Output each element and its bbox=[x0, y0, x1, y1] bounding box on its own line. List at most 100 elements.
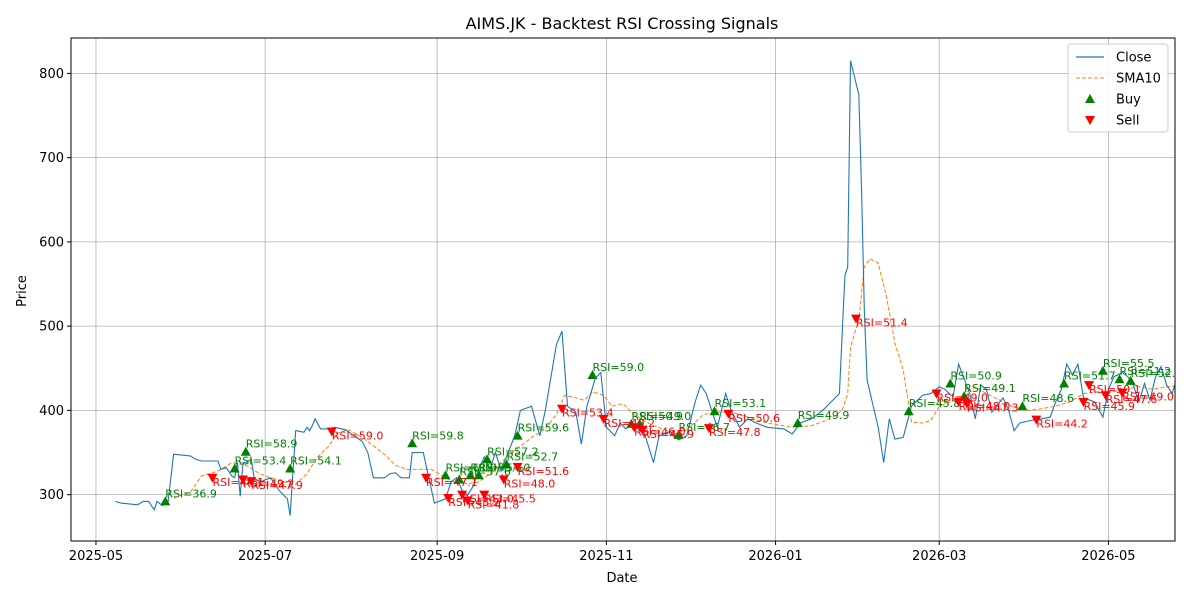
grid-lines bbox=[71, 38, 1175, 541]
buy-annotation: RSI=59.6 bbox=[518, 422, 570, 435]
buy-marker bbox=[501, 459, 512, 469]
y-tick-label: 500 bbox=[39, 320, 64, 335]
x-tick-label: 2025-07 bbox=[238, 549, 292, 564]
buy-annotation: RSI=49.0 bbox=[640, 410, 692, 423]
buy-marker bbox=[407, 438, 418, 448]
legend-label-sma: SMA10 bbox=[1116, 72, 1161, 87]
sell-annotation: RSI=45.5 bbox=[484, 493, 536, 506]
sell-annotation: RSI=47.8 bbox=[709, 426, 761, 439]
legend: Close SMA10 Buy Sell bbox=[1067, 43, 1169, 133]
legend-label-sell: Sell bbox=[1116, 114, 1139, 129]
buy-marker bbox=[1114, 374, 1125, 384]
sell-marker bbox=[637, 425, 648, 435]
sell-annotation: RSI=49.0 bbox=[1122, 391, 1174, 404]
buy-marker bbox=[512, 430, 523, 440]
buy-marker bbox=[945, 378, 956, 388]
buy-marker bbox=[903, 406, 914, 416]
legend-buy-swatch bbox=[1085, 94, 1095, 103]
sell-annotation: RSI=46.0 bbox=[634, 425, 686, 438]
sell-marker bbox=[479, 490, 490, 500]
sell-marker bbox=[1100, 391, 1111, 401]
buy-annotation: RSI=54.1 bbox=[290, 455, 342, 468]
sell-marker bbox=[703, 424, 714, 434]
sell-marker bbox=[237, 475, 248, 485]
sell-marker bbox=[1078, 397, 1089, 407]
sell-annotation: RSI=51.6 bbox=[518, 465, 570, 478]
buy-annotation: RSI=51.2 bbox=[1120, 365, 1172, 378]
sell-annotation: RSI=50.6 bbox=[728, 412, 780, 425]
sell-marker bbox=[598, 414, 609, 424]
buy-annotation: RSI=53.1 bbox=[715, 397, 767, 410]
legend-box bbox=[1067, 43, 1169, 133]
sell-marker bbox=[512, 462, 523, 472]
sell-annotation: RSI=41.8 bbox=[468, 499, 520, 512]
sell-annotation: RSI=47.1 bbox=[426, 476, 478, 489]
buy-marker bbox=[1125, 375, 1136, 385]
buy-marker bbox=[473, 470, 484, 480]
buy-marker bbox=[959, 391, 970, 401]
y-tick-label: 800 bbox=[39, 67, 64, 82]
buy-marker bbox=[240, 446, 251, 456]
sell-marker bbox=[723, 409, 734, 419]
buy-annotation: RSI=61.0 bbox=[445, 461, 497, 474]
sell-marker bbox=[953, 397, 964, 407]
sell-marker bbox=[931, 389, 942, 399]
buy-annotation: RSI=36.9 bbox=[165, 487, 217, 500]
sell-marker bbox=[443, 494, 454, 504]
sell-marker bbox=[556, 404, 567, 414]
buy-annotation: RSI=52.7 bbox=[506, 450, 558, 463]
buy-marker bbox=[454, 474, 465, 484]
buy-annotation: RSI=50.9 bbox=[631, 410, 683, 423]
buy-marker bbox=[482, 454, 493, 464]
sell-annotation: RSI=47.6 bbox=[1106, 393, 1158, 406]
sell-marker bbox=[1117, 388, 1128, 398]
buy-annotation: RSI=55.5 bbox=[1103, 357, 1155, 370]
legend-label-close: Close bbox=[1116, 51, 1151, 66]
y-tick-label: 700 bbox=[39, 151, 64, 166]
x-tick-label: 2025-11 bbox=[579, 549, 633, 564]
sell-marker bbox=[246, 477, 257, 487]
buy-annotation: RSI=50.9 bbox=[950, 369, 1002, 382]
buy-marker bbox=[440, 470, 451, 480]
buy-annotation: RSI=46.7 bbox=[678, 421, 730, 434]
buy-marker bbox=[229, 463, 240, 473]
sell-annotation: RSI=44.2 bbox=[1036, 418, 1088, 431]
sell-annotation: RSI=47.9 bbox=[251, 479, 303, 492]
sell-marker bbox=[498, 475, 509, 485]
axis-ticks: 2025-05 2025-07 2025-09 2025-11 2026-01 2026-… bbox=[39, 67, 1135, 564]
x-tick-label: 2025-05 bbox=[69, 549, 123, 564]
y-tick-label: 300 bbox=[39, 488, 64, 503]
sell-marker bbox=[961, 399, 972, 409]
sell-annotation: RSI=51.4 bbox=[856, 317, 908, 330]
buy-marker bbox=[160, 496, 171, 506]
sell-marker bbox=[1084, 381, 1095, 391]
buy-annotation: RSI=59.0 bbox=[592, 361, 644, 374]
plot-frame bbox=[70, 37, 1176, 542]
plot-area: RSI=36.9 RSI=53.4 RSI=58.9 RSI=54.1 RSI=59.8… bbox=[115, 60, 1183, 516]
x-tick-label: 2026-03 bbox=[912, 549, 966, 564]
x-tick-label: 2026-01 bbox=[748, 549, 802, 564]
buy-annotation: RSI=48.6 bbox=[1022, 392, 1074, 405]
sell-annotation: RSI=48.0 bbox=[504, 477, 556, 490]
buy-annotation: RSI=49.1 bbox=[964, 382, 1016, 395]
x-axis-label: Date bbox=[606, 571, 637, 586]
buy-marker bbox=[465, 470, 476, 480]
sell-marker bbox=[629, 423, 640, 433]
buy-annotation: RSI=52.3 bbox=[1131, 367, 1183, 380]
buy-marker bbox=[1059, 378, 1070, 388]
sell-marker bbox=[851, 314, 862, 324]
buy-marker bbox=[285, 463, 296, 473]
y-axis-label: Price bbox=[15, 275, 30, 307]
sell-annotation: RSI=48.0 bbox=[959, 400, 1011, 413]
x-tick-label: 2025-09 bbox=[410, 549, 464, 564]
sell-annotation: RSI=47.3 bbox=[967, 402, 1019, 415]
sma10-line bbox=[173, 258, 1175, 499]
buy-marker bbox=[1017, 401, 1028, 411]
buy-annotation: RSI=59.8 bbox=[412, 429, 464, 442]
sell-marker bbox=[457, 490, 468, 500]
sell-marker bbox=[326, 427, 337, 437]
buy-annotation: RSI=45.8 bbox=[909, 397, 961, 410]
buy-marker bbox=[673, 429, 684, 439]
y-tick-label: 400 bbox=[39, 404, 64, 419]
buy-annotation: RSI=51.7 bbox=[1064, 369, 1116, 382]
